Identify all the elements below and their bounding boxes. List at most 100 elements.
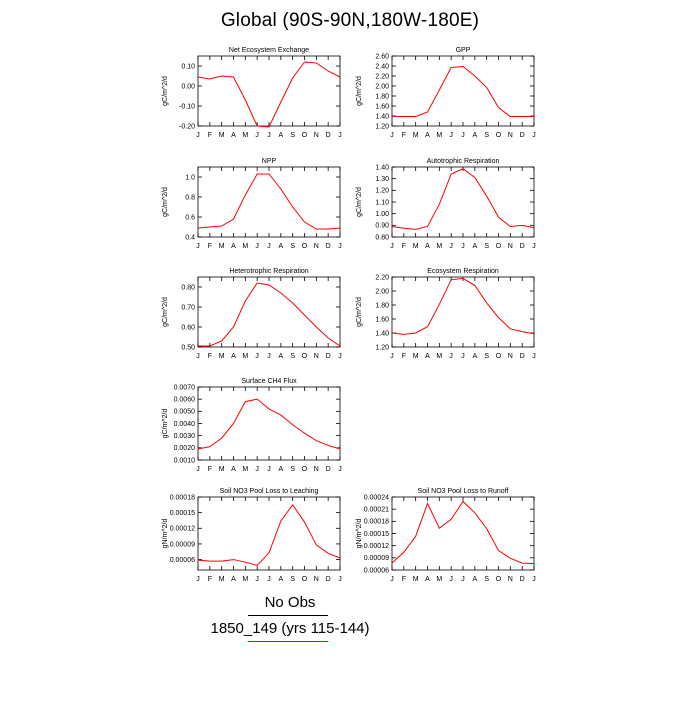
x-tick-label: J — [532, 132, 536, 139]
x-tick-label: O — [302, 132, 308, 139]
x-tick-label: A — [472, 576, 477, 583]
y-tick-label: 0.4 — [185, 234, 195, 241]
x-tick-label: M — [219, 132, 225, 139]
x-tick-label: A — [472, 132, 477, 139]
chart-panel: Heterotrophic Respiration0.500.600.700.8… — [162, 268, 342, 360]
y-axis-label: gC/m^2/d — [162, 297, 169, 327]
y-tick-label: 1.00 — [375, 211, 389, 218]
x-tick-label: D — [326, 576, 331, 583]
chart-title: Heterotrophic Respiration — [229, 268, 308, 275]
x-tick-label: S — [484, 353, 489, 360]
x-tick-label: J — [196, 132, 200, 139]
x-tick-label: O — [496, 243, 502, 250]
y-tick-label: 2.00 — [375, 83, 389, 90]
x-tick-label: J — [267, 576, 271, 583]
x-tick-label: S — [290, 243, 295, 250]
y-tick-label: 0.00006 — [364, 567, 389, 574]
x-tick-label: F — [402, 132, 406, 139]
x-tick-label: J — [255, 353, 259, 360]
x-tick-label: N — [314, 576, 319, 583]
x-tick-label: A — [278, 132, 283, 139]
chart-title: Soil NO3 Pool Loss to Runoff — [418, 488, 509, 495]
x-tick-label: S — [290, 466, 295, 473]
chart-panel: Surface CH4 Flux0.00100.00200.00300.0040… — [162, 378, 342, 473]
y-tick-label: 1.10 — [375, 199, 389, 206]
y-tick-label: 0.50 — [181, 344, 195, 351]
y-tick-label: 0.0010 — [174, 457, 196, 464]
x-tick-label: J — [255, 466, 259, 473]
x-tick-label: D — [326, 353, 331, 360]
y-tick-label: 2.00 — [375, 288, 389, 295]
x-tick-label: M — [413, 576, 419, 583]
x-tick-label: J — [532, 243, 536, 250]
chart-panel: Ecosystem Respiration1.201.401.601.802.0… — [356, 268, 536, 360]
plot-frame — [198, 277, 340, 347]
y-tick-label: 1.80 — [375, 302, 389, 309]
x-tick-label: J — [338, 243, 342, 250]
y-tick-label: 2.20 — [375, 274, 389, 281]
legend-obs-line — [248, 615, 328, 616]
x-tick-label: J — [255, 132, 259, 139]
x-tick-label: A — [425, 243, 430, 250]
x-tick-label: S — [484, 576, 489, 583]
y-tick-label: 0.00009 — [170, 541, 195, 548]
y-tick-label: 1.60 — [375, 103, 389, 110]
x-tick-label: M — [413, 353, 419, 360]
legend-obs-label: No Obs — [200, 594, 380, 611]
series-line — [198, 399, 340, 449]
chart-title: Autotrophic Respiration — [427, 158, 500, 165]
y-tick-label: 0.10 — [181, 63, 195, 70]
x-tick-label: J — [532, 353, 536, 360]
x-tick-label: F — [208, 132, 212, 139]
x-tick-label: M — [242, 353, 248, 360]
x-tick-label: D — [520, 132, 525, 139]
x-tick-label: J — [196, 466, 200, 473]
x-tick-label: M — [219, 466, 225, 473]
x-tick-label: J — [196, 576, 200, 583]
x-tick-label: F — [402, 576, 406, 583]
x-tick-label: F — [208, 353, 212, 360]
x-tick-label: N — [314, 353, 319, 360]
y-tick-label: 0.8 — [185, 194, 195, 201]
y-tick-label: 0.90 — [375, 223, 389, 230]
x-tick-label: M — [436, 243, 442, 250]
series-line — [392, 169, 534, 230]
chart-title: NPP — [262, 158, 277, 165]
y-tick-label: 0.70 — [181, 304, 195, 311]
y-tick-label: 0.00012 — [364, 543, 389, 550]
y-tick-label: 1.0 — [185, 174, 195, 181]
x-tick-label: D — [326, 132, 331, 139]
plot-frame — [392, 277, 534, 347]
x-tick-label: O — [302, 576, 308, 583]
y-tick-label: 0.0060 — [174, 397, 196, 404]
x-tick-label: M — [219, 576, 225, 583]
y-axis-label: gC/m^2/d — [162, 187, 169, 217]
x-tick-label: J — [461, 243, 465, 250]
x-tick-label: O — [302, 243, 308, 250]
x-tick-label: M — [413, 243, 419, 250]
x-tick-label: D — [326, 243, 331, 250]
x-tick-label: J — [267, 132, 271, 139]
x-tick-label: M — [219, 353, 225, 360]
y-axis-label: gN/m^2/d — [162, 519, 169, 549]
y-axis-label: gC/m^2/d — [356, 187, 363, 217]
x-tick-label: M — [242, 132, 248, 139]
legend-case-line — [248, 641, 328, 642]
x-tick-label: A — [425, 353, 430, 360]
x-tick-label: S — [484, 243, 489, 250]
x-tick-label: J — [390, 243, 394, 250]
y-tick-label: 1.40 — [375, 113, 389, 120]
series-line — [198, 283, 340, 346]
y-tick-label: 0.0030 — [174, 433, 196, 440]
x-tick-label: N — [314, 243, 319, 250]
x-tick-label: J — [338, 466, 342, 473]
y-tick-label: 0.0070 — [174, 384, 196, 391]
y-tick-label: 1.20 — [375, 188, 389, 195]
y-tick-label: 0.00018 — [170, 494, 195, 501]
x-tick-label: D — [326, 466, 331, 473]
chart-title: Net Ecosystem Exchange — [229, 47, 309, 54]
series-line — [198, 174, 340, 229]
x-tick-label: J — [390, 132, 394, 139]
x-tick-label: A — [425, 576, 430, 583]
y-tick-label: 0.80 — [375, 234, 389, 241]
